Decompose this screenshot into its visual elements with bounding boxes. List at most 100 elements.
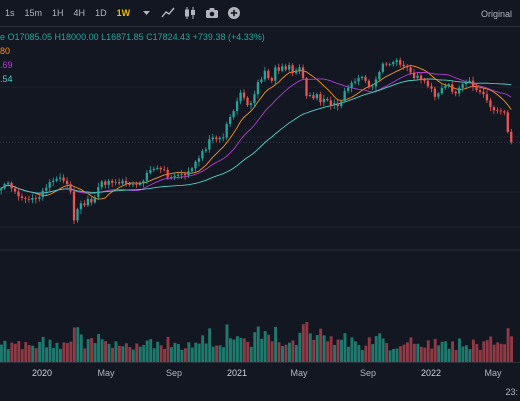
chevron-down-icon[interactable] — [135, 0, 157, 27]
candle-body — [232, 110, 235, 118]
candle-body — [308, 95, 312, 96]
candle-body — [489, 100, 492, 108]
candle-body — [48, 182, 51, 188]
indicators-icon[interactable] — [157, 0, 179, 27]
candle-body — [249, 103, 253, 106]
add-icon[interactable] — [223, 0, 245, 27]
candle-body — [294, 70, 298, 74]
candle-body — [138, 183, 142, 185]
volume-bar — [131, 349, 135, 362]
camera-icon[interactable] — [201, 0, 223, 27]
timeframe-button-4h[interactable]: 4H — [73, 8, 86, 18]
candle-body — [183, 174, 187, 176]
volume-bar — [201, 335, 205, 362]
volume-bar — [235, 336, 239, 362]
candle-body — [263, 70, 267, 80]
candle-body — [319, 94, 322, 103]
candle-body — [170, 177, 173, 178]
candle-body — [312, 95, 315, 99]
volume-bar — [180, 349, 184, 362]
volume-bar — [239, 337, 243, 362]
volume-bar — [350, 337, 354, 362]
candles-icon[interactable] — [179, 0, 201, 27]
candle-body — [156, 167, 159, 169]
volume-bar — [381, 338, 385, 362]
volume-bar — [312, 339, 316, 362]
ma-mid-value: .69 — [0, 60, 13, 70]
volume-bar — [124, 343, 128, 362]
volume-bar — [27, 345, 31, 362]
volume-bar — [31, 345, 35, 362]
candle-body — [225, 123, 228, 138]
candle-body — [496, 110, 499, 112]
candle-body — [506, 112, 509, 132]
volume-bar — [253, 332, 257, 362]
volume-bar — [305, 322, 309, 362]
volume-bar — [447, 348, 451, 362]
volume-bar — [111, 347, 114, 362]
candle-body — [270, 78, 273, 81]
volume-bar — [93, 343, 97, 362]
volume-bar — [225, 324, 229, 362]
timeframe-button-1w[interactable]: 1W — [116, 8, 131, 18]
volume-bar — [319, 328, 323, 362]
volume-bar — [308, 333, 312, 362]
volume-bar — [322, 335, 326, 362]
candle-body — [72, 191, 76, 221]
volume-bar — [249, 346, 253, 362]
candle-body — [510, 131, 513, 143]
candle-body — [291, 65, 294, 74]
moving-average-line-20 — [0, 72, 512, 194]
timeframe-button-1s[interactable]: 1s — [5, 8, 15, 18]
volume-bar — [440, 341, 444, 362]
candle-body — [58, 177, 62, 179]
candle-body — [371, 86, 374, 88]
candle-body — [260, 79, 263, 83]
candle-body — [242, 92, 246, 98]
volume-bar — [367, 337, 371, 362]
axis-clock: 23: — [505, 387, 518, 397]
candle-body — [239, 92, 242, 102]
timeframe-button-1d[interactable]: 1D — [95, 8, 107, 18]
candle-body — [24, 197, 27, 199]
volume-bar — [492, 344, 496, 362]
volume-bar — [38, 341, 42, 362]
volume-bar — [510, 336, 513, 362]
candle-body — [111, 180, 114, 183]
candle-body — [360, 76, 364, 79]
original-label[interactable]: Original — [481, 0, 512, 27]
volume-bar — [357, 345, 361, 362]
candle-body — [430, 86, 433, 89]
candle-body — [201, 151, 204, 159]
volume-bar — [464, 345, 468, 362]
volume-bar — [499, 343, 503, 362]
volume-bar — [364, 345, 368, 362]
candle-body — [350, 82, 353, 88]
volume-bar — [274, 326, 278, 362]
timeframe-button-1h[interactable]: 1H — [52, 8, 64, 18]
price-chart[interactable] — [0, 27, 520, 362]
candle-body — [187, 171, 190, 176]
x-tick-label: Sep — [359, 368, 377, 378]
volume-bar — [52, 347, 55, 362]
volume-bar — [152, 348, 156, 362]
candle-body — [381, 63, 384, 72]
volume-bar — [194, 342, 198, 362]
candle-body — [485, 94, 489, 101]
timeframe-button-15m[interactable]: 15m — [24, 8, 43, 18]
candle-body — [409, 67, 412, 73]
volume-bar — [371, 344, 375, 362]
volume-bar — [6, 349, 10, 362]
volume-bar — [79, 334, 83, 362]
volume-bar — [433, 338, 437, 362]
time-axis[interactable]: 23: 2020 May Sep 2021 May Sep 2022 May — [0, 362, 520, 401]
candle-body — [124, 180, 128, 184]
candle-body — [423, 79, 426, 81]
candle-body — [246, 97, 249, 106]
candle-body — [478, 90, 482, 92]
ma-fast-value: 80 — [0, 46, 11, 56]
volume-bar — [294, 345, 298, 362]
x-tick-label: 2021 — [226, 368, 248, 378]
candle-body — [454, 91, 457, 94]
volume-bar — [218, 345, 222, 362]
